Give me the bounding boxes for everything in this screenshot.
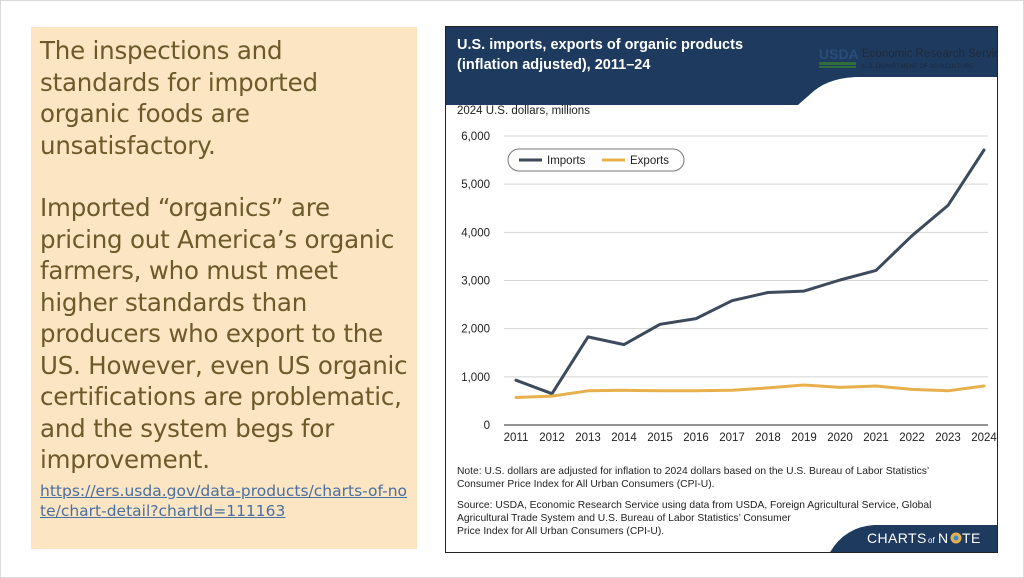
x-tick-label: 2016 — [683, 432, 709, 444]
y-tick-label: 6,000 — [461, 131, 490, 143]
logo-charts: CHARTS — [867, 530, 927, 546]
department-name: U.S. DEPARTMENT OF AGRICULTURE — [862, 63, 973, 70]
logo-te: TE — [962, 530, 981, 546]
chart-svg: U.S. imports, exports of organic product… — [446, 27, 998, 552]
usda-logo: USDA — [819, 46, 859, 68]
x-tick-label: 2012 — [539, 432, 565, 444]
x-tick-label: 2021 — [863, 432, 889, 444]
x-tick-label: 2022 — [899, 432, 925, 444]
x-tick-label: 2024 — [971, 432, 997, 444]
x-tick-labels: 2011 2012 2013 2014 2015 2016 2017 2018 2019 2020… — [504, 432, 997, 444]
y-tick-labels: 0 1,000 2,000 3,000 4,000 5,000 6,000 — [461, 131, 490, 432]
commentary-panel: The inspections and standards for import… — [31, 27, 417, 549]
gridlines — [504, 135, 988, 426]
agency-name: Economic Research Service — [862, 48, 998, 60]
x-tick-label: 2017 — [719, 432, 745, 444]
legend-label-imports: Imports — [547, 155, 586, 167]
x-tick-label: 2011 — [504, 432, 529, 444]
footer-band — [830, 525, 997, 552]
source-line-1: Source: USDA, Economic Research Service … — [457, 500, 931, 511]
header-swoosh — [798, 77, 997, 105]
source-line-2: Agricultural Trade System and U.S. Burea… — [457, 513, 791, 524]
legend: Imports Exports — [507, 148, 685, 172]
chart-header-band — [446, 27, 997, 105]
usda-logo-wordmark: USDA — [819, 46, 859, 62]
y-tick-label: 1,000 — [461, 372, 490, 384]
chart-title-line-1: U.S. imports, exports of organic product… — [457, 37, 743, 53]
usda-logo-stripe-1 — [819, 62, 856, 65]
x-tick-label: 2019 — [791, 432, 817, 444]
logo-n: N — [938, 530, 948, 546]
x-tick-label: 2020 — [827, 432, 853, 444]
legend-label-exports: Exports — [630, 155, 669, 167]
logo-o-core — [953, 535, 959, 541]
source-line-3: Price Index for All Urban Consumers (CPI… — [457, 526, 664, 537]
x-tick-label: 2013 — [575, 432, 601, 444]
commentary-paragraph-2: Imported “organics” are pricing out Amer… — [40, 193, 408, 474]
note-line-1: Note: U.S. dollars are adjusted for infl… — [457, 466, 929, 477]
legend-box — [507, 148, 685, 172]
y-tick-label: 2,000 — [461, 324, 490, 336]
charts-of-note-logo: CHARTS of N TE — [867, 530, 981, 546]
data-series — [514, 148, 986, 399]
x-tick-label: 2015 — [647, 432, 673, 444]
x-tick-label: 2023 — [935, 432, 961, 444]
commentary-paragraph-1: The inspections and standards for import… — [40, 36, 318, 160]
source-link[interactable]: https://ers.usda.gov/data-products/chart… — [40, 481, 408, 520]
x-tick-label: 2014 — [611, 432, 637, 444]
usda-logo-stripe-2 — [819, 66, 856, 68]
chart-title-line-2: (inflation adjusted), 2011–24 — [457, 57, 650, 73]
y-tick-label: 4,000 — [461, 227, 490, 239]
series-line-imports — [514, 148, 986, 396]
x-tick-label: 2018 — [755, 432, 781, 444]
y-tick-label: 0 — [484, 420, 490, 432]
note-line-2: Consumer Price Index for All Urban Consu… — [457, 479, 715, 490]
y-axis-label: 2024 U.S. dollars, millions — [457, 105, 590, 117]
chart-card: U.S. imports, exports of organic product… — [445, 26, 998, 553]
y-tick-label: 3,000 — [461, 276, 490, 288]
y-tick-label: 5,000 — [461, 179, 490, 191]
series-line-exports — [514, 383, 986, 399]
logo-of: of — [928, 536, 935, 545]
